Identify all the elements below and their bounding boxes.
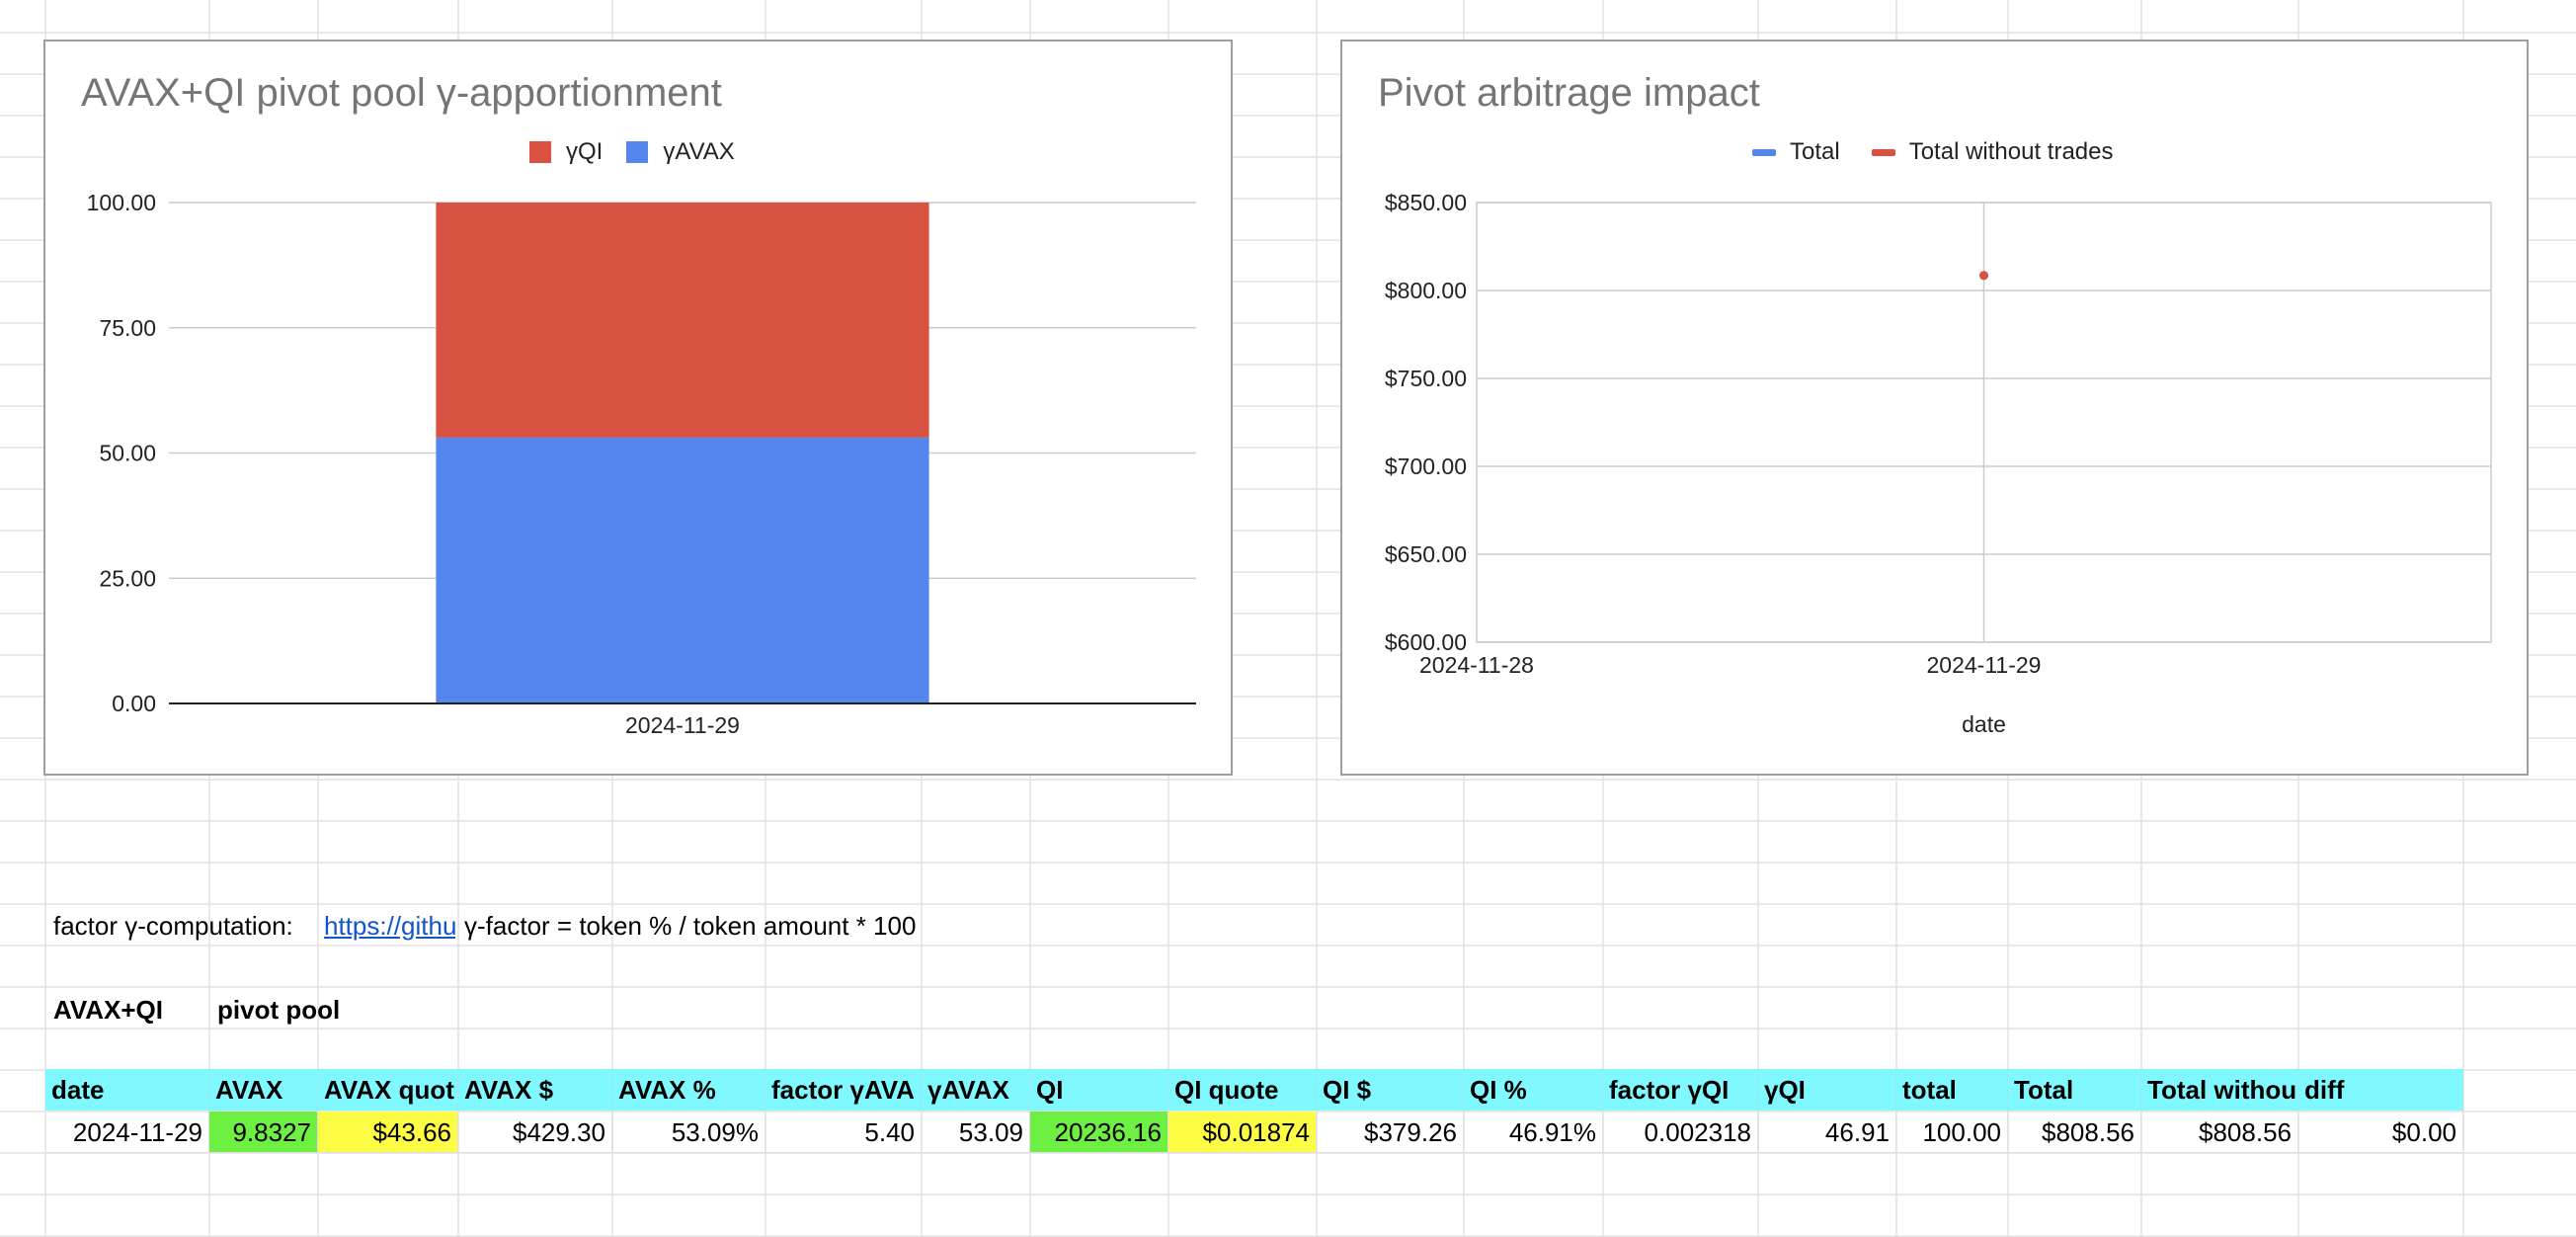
column-header[interactable]: factor γAVA <box>765 1069 922 1111</box>
column-header[interactable]: date <box>45 1069 209 1111</box>
legend-label-total-without-trades: Total without trades <box>1908 138 2114 165</box>
table-cell[interactable]: 20236.16 <box>1030 1112 1168 1153</box>
y-tick-label: $850.00 <box>1385 190 1467 215</box>
table-cell[interactable]: 100.00 <box>1896 1112 2008 1153</box>
table-cell[interactable]: $0.01874 <box>1168 1112 1317 1153</box>
table-cell[interactable]: $379.26 <box>1317 1112 1464 1153</box>
bar-gavax <box>436 437 929 703</box>
y-tick-label: $800.00 <box>1385 278 1467 303</box>
x-tick-label: 2024-11-29 <box>625 712 740 738</box>
column-header[interactable]: γAVAX <box>922 1069 1030 1111</box>
column-header[interactable]: QI <box>1030 1069 1168 1111</box>
chart-plot-area: 100.00 75.00 50.00 25.00 0.00 2024-11-29 <box>87 190 1196 738</box>
table-cell[interactable]: 53.09% <box>612 1112 765 1153</box>
table-cell[interactable]: $43.66 <box>318 1112 458 1153</box>
x-tick-label: 2024-11-28 <box>1419 652 1534 678</box>
y-tick-label: $700.00 <box>1385 454 1467 479</box>
table-cell[interactable]: $429.30 <box>458 1112 612 1153</box>
table-cell[interactable]: $808.56 <box>2141 1112 2298 1153</box>
chart-title: Pivot arbitrage impact <box>1378 71 1760 115</box>
column-header[interactable]: Total <box>2008 1069 2141 1111</box>
data-point-total-without-trades <box>1979 271 1988 281</box>
chart-plot-area: $850.00 $800.00 $750.00 $700.00 $650.00 $600.… <box>1385 190 2492 737</box>
y-tick-label: $650.00 <box>1385 541 1467 567</box>
column-header[interactable]: QI % <box>1464 1069 1603 1111</box>
factor-formula: γ-factor = token % / token amount * 100 <box>464 911 917 941</box>
factor-link[interactable]: https://githu <box>324 911 455 941</box>
column-header[interactable]: total <box>1896 1069 2008 1111</box>
table-cell[interactable]: 2024-11-29 <box>45 1112 209 1153</box>
legend-label-gavax: γAVAX <box>663 138 735 165</box>
column-header[interactable]: diff <box>2298 1069 2463 1111</box>
column-header[interactable]: QI quote <box>1168 1069 1317 1111</box>
y-tick-label: 100.00 <box>87 190 156 215</box>
table-cell[interactable]: 5.40 <box>765 1112 922 1153</box>
y-tick-label: 0.00 <box>112 691 156 716</box>
table-cell[interactable]: 53.09 <box>922 1112 1030 1153</box>
column-header[interactable]: factor γQI <box>1603 1069 1758 1111</box>
legend-swatch-gqi <box>529 141 551 163</box>
legend-swatch-gavax <box>626 141 649 163</box>
chart-legend: Total Total without trades <box>1752 138 2113 166</box>
table-cell[interactable]: 46.91% <box>1464 1112 1603 1153</box>
legend-label-gqi: γQI <box>566 138 604 165</box>
table-row: 2024-11-29 9.8327 $43.66 $429.30 53.09% 5.40 5… <box>45 1112 2463 1153</box>
column-header[interactable]: γQI <box>1758 1069 1896 1111</box>
pool-type: pivot pool <box>217 995 341 1025</box>
column-header[interactable]: AVAX $ <box>458 1069 612 1111</box>
y-tick-label: $750.00 <box>1385 366 1467 391</box>
chart-gamma-apportionment[interactable]: AVAX+QI pivot pool γ-apportionment γQI γ… <box>43 40 1233 776</box>
y-tick-label: 50.00 <box>99 441 156 466</box>
column-header[interactable]: AVAX % <box>612 1069 765 1111</box>
column-header[interactable]: AVAX <box>209 1069 318 1111</box>
legend-swatch-total <box>1752 148 1776 156</box>
x-axis-label: date <box>1962 711 2006 737</box>
table-cell[interactable]: $808.56 <box>2008 1112 2141 1153</box>
x-tick-label: 2024-11-29 <box>1927 652 2042 678</box>
table-cell[interactable]: 9.8327 <box>209 1112 318 1153</box>
y-tick-label: 25.00 <box>99 565 156 591</box>
legend-label-total: Total <box>1790 138 1840 165</box>
table-header-row: date AVAX AVAX quot AVAX $ AVAX % factor γAVA… <box>45 1069 2463 1111</box>
legend-swatch-total-without-trades <box>1871 148 1895 156</box>
bar-gqi <box>436 203 929 438</box>
y-tick-label: 75.00 <box>99 315 156 341</box>
column-header[interactable]: AVAX quot <box>318 1069 458 1111</box>
table-cell[interactable]: 0.002318 <box>1603 1112 1758 1153</box>
chart-arbitrage-impact[interactable]: Pivot arbitrage impact Total Total witho… <box>1340 40 2529 776</box>
chart-title: AVAX+QI pivot pool γ-apportionment <box>81 71 722 115</box>
factor-label: factor γ-computation: <box>53 911 293 941</box>
column-header[interactable]: Total withou <box>2141 1069 2298 1111</box>
pool-name: AVAX+QI <box>53 995 164 1025</box>
table-cell[interactable]: 46.91 <box>1758 1112 1896 1153</box>
table-cell[interactable]: $0.00 <box>2298 1112 2463 1153</box>
y-tick-label: $600.00 <box>1385 629 1467 655</box>
chart-legend: γQI γAVAX <box>529 138 735 166</box>
column-header[interactable]: QI $ <box>1317 1069 1464 1111</box>
